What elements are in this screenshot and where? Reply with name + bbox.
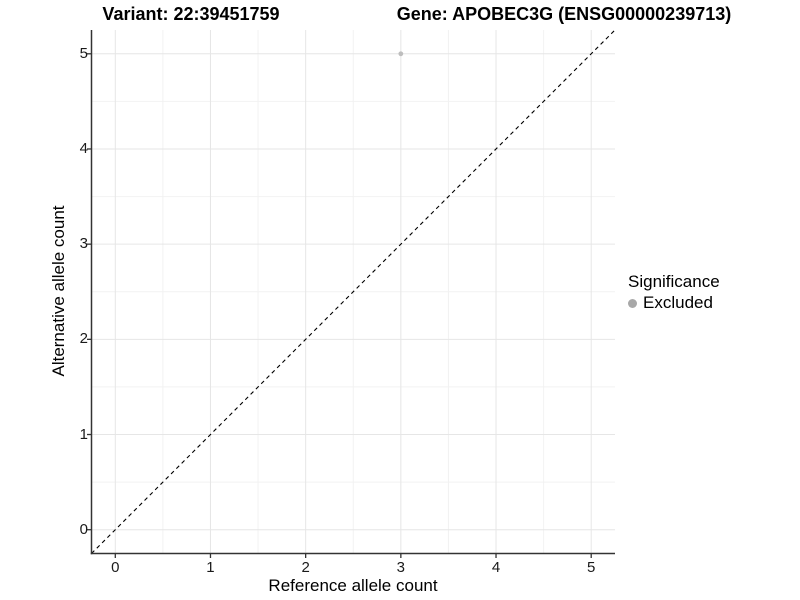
legend-item-label: Excluded xyxy=(643,293,713,312)
y-axis-title: Alternative allele count xyxy=(49,205,68,377)
x-tick-label: 2 xyxy=(301,558,310,576)
plot-title-gene: Gene: APOBEC3G (ENSG00000239713) xyxy=(396,4,732,24)
identity-reference-line xyxy=(91,29,616,554)
x-tick-label: 4 xyxy=(491,558,501,576)
x-tick-label: 5 xyxy=(587,558,596,576)
plot-title-variant: Variant: 22:39451759 xyxy=(102,4,280,24)
data-point xyxy=(398,51,404,57)
y-tick-label: 5 xyxy=(79,44,88,62)
y-tick-label: 1 xyxy=(79,425,88,443)
legend-title: Significance xyxy=(628,272,720,291)
legend-point-icon xyxy=(628,298,637,308)
legend-item-excluded: Excluded xyxy=(628,293,720,313)
legend: Significance Excluded xyxy=(628,272,720,313)
x-tick-label: 1 xyxy=(206,558,215,576)
x-tick-label: 0 xyxy=(111,558,120,576)
y-tick-label: 0 xyxy=(79,520,88,538)
y-tick-label: 3 xyxy=(79,235,88,253)
x-tick-label: 3 xyxy=(396,558,405,576)
y-tick-label: 2 xyxy=(79,330,88,348)
y-tick-label: 4 xyxy=(79,139,88,157)
x-axis-title: Reference allele count xyxy=(268,576,438,595)
